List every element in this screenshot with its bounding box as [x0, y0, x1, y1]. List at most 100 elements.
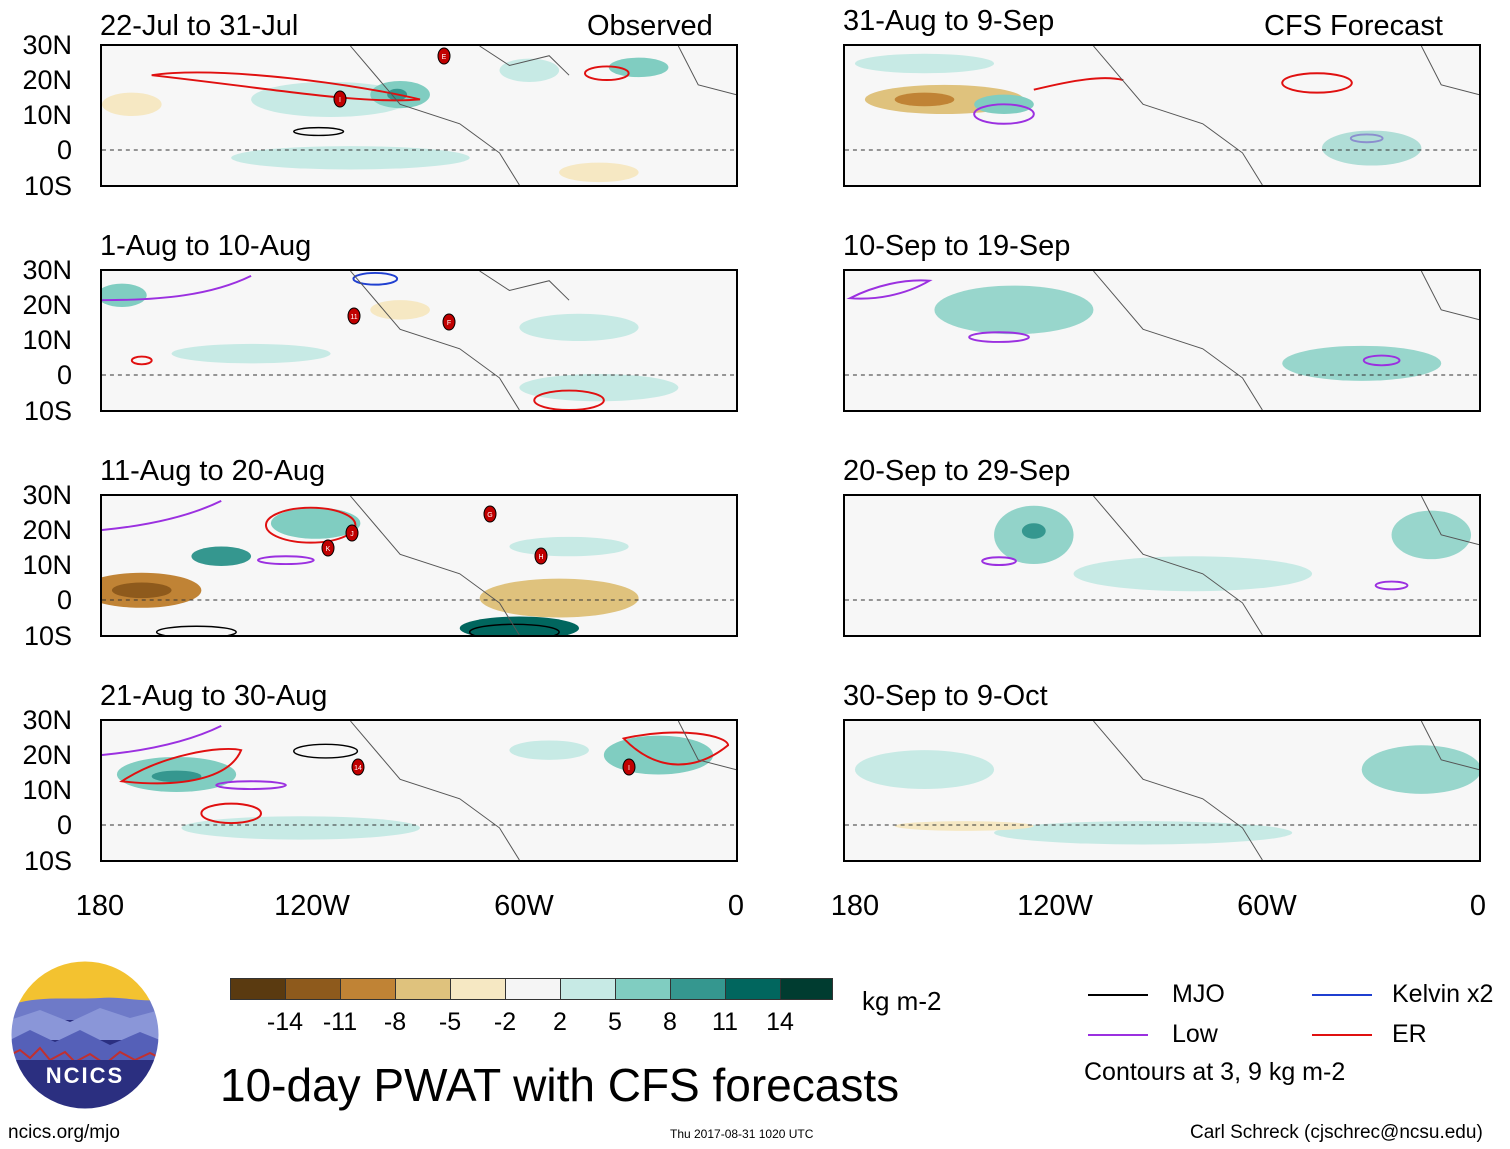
legend-label-er: ER [1392, 1020, 1427, 1048]
colorbar-tick: -11 [322, 1008, 358, 1036]
colorbar-tick: 11 [712, 1008, 738, 1036]
lat-label-10s: 10S [23, 396, 72, 426]
lat-label-20n: 20N [22, 515, 72, 545]
storm-marker-label: K [326, 546, 331, 553]
lat-label-10s: 10S [23, 171, 72, 201]
pwat-anomaly-map [845, 721, 1479, 860]
storm-marker-label: E [442, 54, 447, 61]
legend-line-kelvin [1312, 994, 1372, 996]
map-panel-right-2 [843, 269, 1481, 412]
map-panel-right-1 [843, 44, 1481, 187]
map-panel-left-2 [100, 269, 738, 412]
lat-label-0: 0 [56, 810, 72, 840]
lat-label-30n: 30N [22, 705, 72, 735]
colorbar-cell [725, 978, 781, 1000]
colorbar-tick: 5 [608, 1008, 622, 1036]
legend-label-kelvin: Kelvin x2 [1392, 980, 1494, 1008]
storm-marker-label: I [628, 765, 630, 772]
lat-label-30n: 30N [22, 255, 72, 285]
colorbar-cell [340, 978, 396, 1000]
lat-label-20n: 20N [22, 740, 72, 770]
pwat-anomaly-map [102, 721, 736, 860]
storm-marker-label: H [538, 554, 543, 561]
colorbar-tick: 2 [553, 1008, 567, 1036]
storm-marker-label: 11 [350, 314, 357, 321]
panel-title-left-3: 11-Aug to 20-Aug [100, 455, 326, 487]
pwat-anomaly-map [845, 496, 1479, 635]
colorbar-tick: -14 [266, 1008, 304, 1036]
colorbar-tick: 14 [766, 1008, 794, 1036]
observed-label: Observed [587, 10, 713, 42]
panel-title-left-1: 22-Jul to 31-Jul [100, 10, 299, 42]
legend-note: Contours at 3, 9 kg m-2 [1084, 1058, 1346, 1086]
pwat-anomaly-map [102, 496, 736, 635]
legend-line-low [1088, 1034, 1148, 1036]
lat-label-30n: 30N [22, 480, 72, 510]
website-link[interactable]: ncics.org/mjo [8, 1122, 120, 1143]
pwat-anomaly-map [845, 46, 1479, 185]
colorbar-units: kg m-2 [862, 986, 942, 1016]
panel-title-right-3: 20-Sep to 29-Sep [843, 455, 1071, 487]
legend-label-low: Low [1172, 1020, 1218, 1048]
lat-label-10s: 10S [23, 846, 72, 876]
lon-label-right-0: 0 [1469, 890, 1487, 922]
colorbar-cell [780, 978, 833, 1000]
colorbar-cell [285, 978, 341, 1000]
lat-label-10n: 10N [22, 550, 72, 580]
storm-marker-label: I [339, 97, 341, 104]
storm-marker: I [622, 758, 636, 781]
storm-marker: G [483, 505, 497, 528]
main-title: 10-day PWAT with CFS forecasts [220, 1059, 900, 1111]
colorbar-cell [450, 978, 506, 1000]
lon-label-left-180: 180 [75, 890, 125, 922]
lat-label-30n: 30N [22, 30, 72, 60]
storm-marker: 14 [351, 758, 365, 781]
lat-label-0: 0 [56, 360, 72, 390]
colorbar-cell [670, 978, 726, 1000]
colorbar-tick: -5 [438, 1008, 462, 1036]
map-panel-left-4 [100, 719, 738, 862]
lon-label-left-120w: 120W [274, 890, 350, 922]
colorbar-cell [615, 978, 671, 1000]
ncics-logo: NCICS [10, 960, 160, 1110]
colorbar-cell [230, 978, 286, 1000]
storm-marker-label: J [350, 531, 354, 538]
pwat-anomaly-map [102, 271, 736, 410]
logo-text: NCICS [46, 1063, 124, 1088]
colorbar-tick: 8 [663, 1008, 677, 1036]
lat-label-10n: 10N [22, 100, 72, 130]
storm-marker-label: 14 [354, 765, 362, 772]
lat-label-0: 0 [56, 135, 72, 165]
storm-marker: F [442, 313, 456, 336]
storm-marker: E [437, 47, 451, 70]
storm-marker: 11 [347, 307, 361, 330]
lat-label-20n: 20N [22, 290, 72, 320]
colorbar-cell [560, 978, 616, 1000]
colorbar-cell [395, 978, 451, 1000]
legend-line-er [1312, 1034, 1372, 1036]
credit: Carl Schreck (cjschrec@ncsu.edu) [1190, 1122, 1483, 1143]
map-panel-right-4 [843, 719, 1481, 862]
map-panel-right-3 [843, 494, 1481, 637]
timestamp: Thu 2017-08-31 1020 UTC [670, 1127, 814, 1141]
legend-label-mjo: MJO [1172, 980, 1225, 1008]
storm-marker: I [333, 90, 347, 113]
panel-title-right-1: 31-Aug to 9-Sep [843, 5, 1055, 37]
lat-label-10n: 10N [22, 325, 72, 355]
colorbar-tick: -8 [383, 1008, 407, 1036]
map-panel-left-1 [100, 44, 738, 187]
forecast-label: CFS Forecast [1264, 10, 1443, 42]
lon-label-right-120w: 120W [1017, 890, 1093, 922]
colorbar-cell [505, 978, 561, 1000]
panel-title-right-4: 30-Sep to 9-Oct [843, 680, 1048, 712]
lat-label-10n: 10N [22, 775, 72, 805]
storm-marker-label: F [447, 320, 451, 327]
panel-title-right-2: 10-Sep to 19-Sep [843, 230, 1071, 262]
lon-label-right-60w: 60W [1237, 890, 1297, 922]
lat-label-20n: 20N [22, 65, 72, 95]
panel-title-left-4: 21-Aug to 30-Aug [100, 680, 328, 712]
storm-marker-label: G [487, 512, 492, 519]
pwat-anomaly-map [845, 271, 1479, 410]
colorbar-tick: -2 [493, 1008, 517, 1036]
lat-label-10s: 10S [23, 621, 72, 651]
